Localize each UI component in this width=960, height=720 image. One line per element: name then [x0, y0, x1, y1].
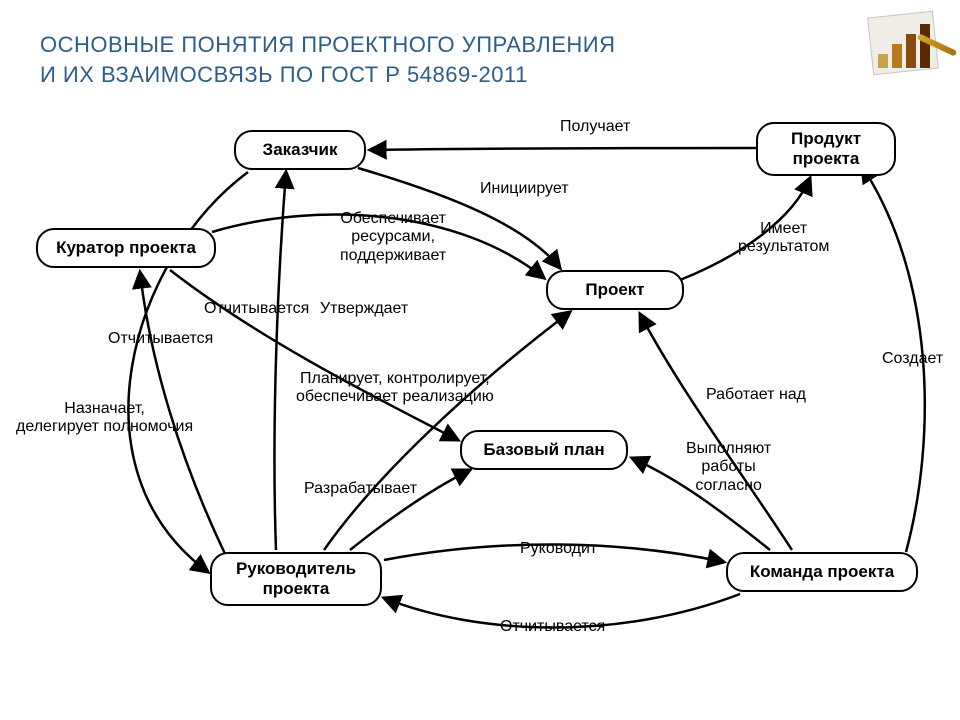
edge-komanda-proekt: [640, 314, 792, 550]
node-proekt: Проект: [546, 270, 684, 310]
edge-label-7: Планирует, контролирует,обеспечивает реа…: [296, 370, 494, 407]
edge-label-3: Имеетрезультатом: [738, 220, 829, 257]
edge-label-0: Получает: [560, 118, 630, 136]
edge-label-9: Работает над: [706, 386, 806, 404]
node-zakazchik: Заказчик: [234, 130, 366, 170]
diagram-canvas: [0, 0, 960, 720]
edge-label-4: Отчитывается: [204, 300, 309, 318]
edge-label-13: Отчитывается: [500, 618, 605, 636]
edge-label-5: Утверждает: [320, 300, 408, 318]
edge-label-1: Инициирует: [480, 180, 569, 198]
node-rukovoditel: Руководительпроекта: [210, 552, 382, 606]
edge-label-11: Выполняютработысогласно: [686, 440, 771, 495]
edge-rukovoditel-zakazchik: [274, 172, 286, 550]
node-kurator: Куратор проекта: [36, 228, 216, 268]
edge-label-14: Создает: [882, 350, 943, 368]
edge-kurator-bazovyy: [170, 270, 458, 440]
edge-label-2: Обеспечиваетресурсами,поддерживает: [340, 210, 446, 265]
edge-label-10: Разрабатывает: [304, 480, 417, 498]
edge-label-12: Руководит: [520, 540, 597, 558]
edge-label-6: Отчитывается: [108, 330, 213, 348]
edge-produkt-zakazchik: [370, 148, 756, 150]
node-komanda: Команда проекта: [726, 552, 918, 592]
edge-label-8: Назначает,делегирует полномочия: [16, 400, 193, 437]
node-bazovyy: Базовый план: [460, 430, 628, 470]
node-produkt: Продуктпроекта: [756, 122, 896, 176]
